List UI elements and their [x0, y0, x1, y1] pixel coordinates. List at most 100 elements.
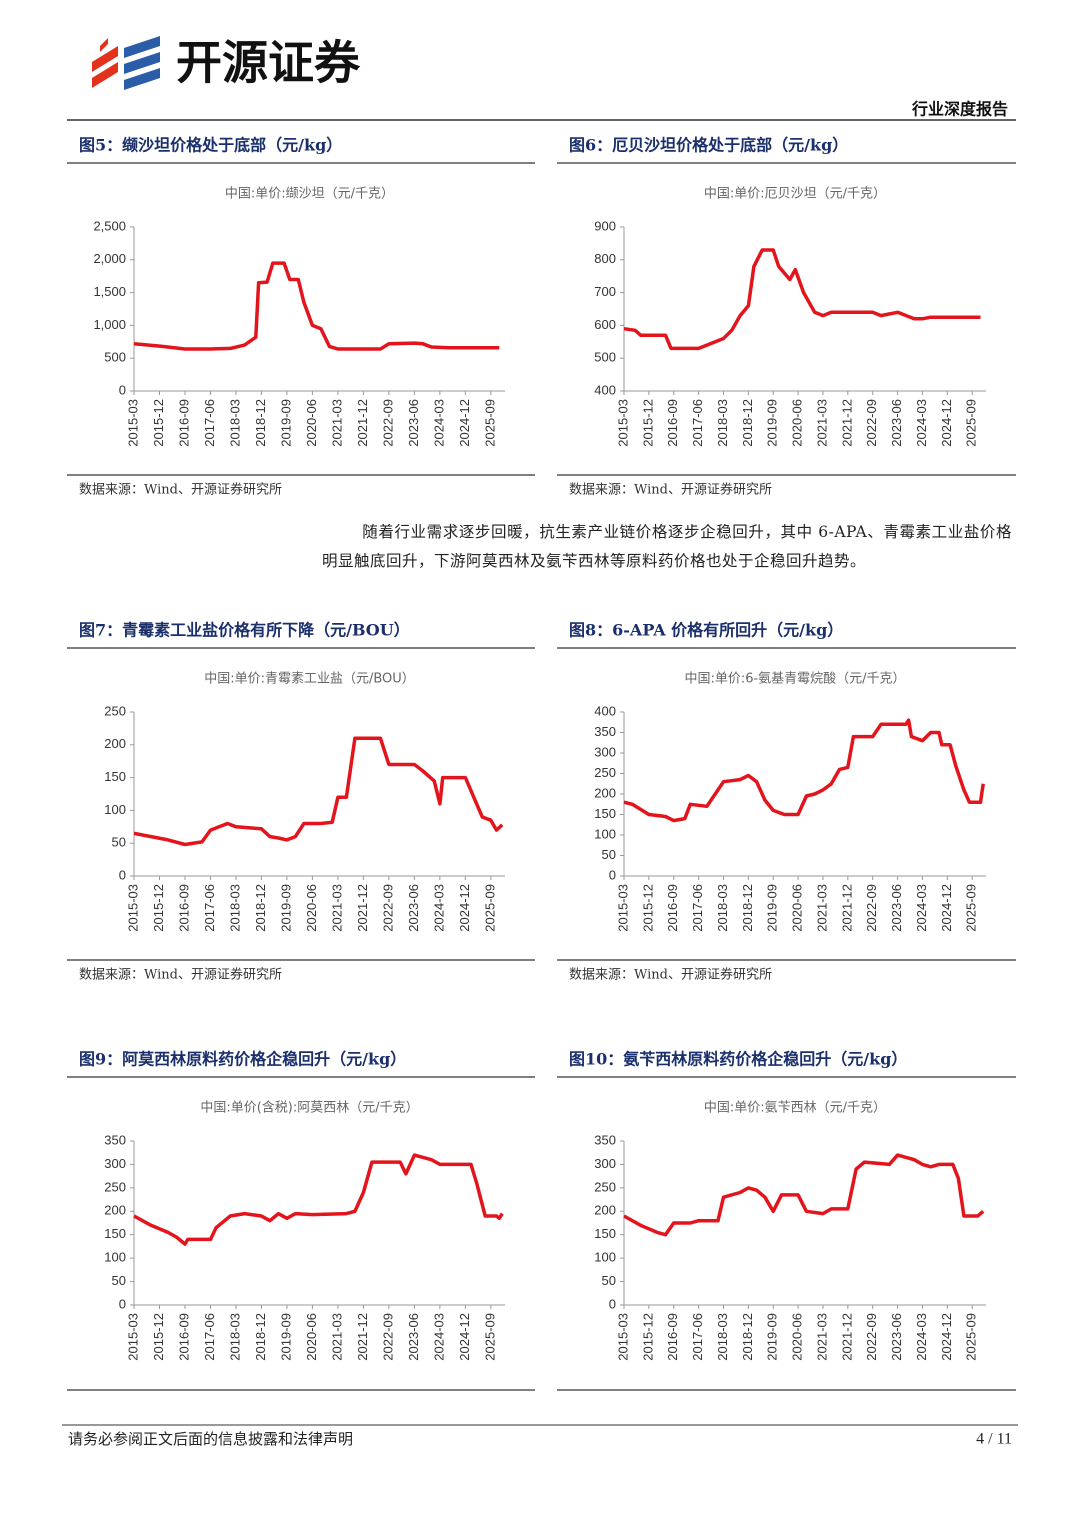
y-tick-label: 1,000 — [93, 317, 126, 332]
x-tick-label: 2020-06 — [304, 399, 319, 447]
y-tick-label: 0 — [119, 1296, 126, 1311]
x-tick-label: 2017-06 — [202, 399, 217, 447]
y-tick-label: 250 — [594, 1179, 616, 1194]
y-tick-label: 200 — [104, 736, 126, 751]
x-tick-label: 2020-06 — [304, 1313, 319, 1361]
chart-title: 中国:单价:6-氨基青霉烷酸（元/千克） — [684, 672, 905, 687]
y-tick-label: 200 — [104, 1203, 126, 1218]
x-tick-label: 2018-03 — [715, 399, 730, 447]
x-tick-label: 2021-12 — [355, 1313, 370, 1361]
x-tick-label: 2018-03 — [227, 884, 242, 932]
x-tick-label: 2018-12 — [740, 884, 755, 932]
y-tick-label: 350 — [594, 1132, 616, 1147]
x-tick-label: 2020-06 — [790, 884, 805, 932]
x-tick-label: 2021-03 — [814, 1313, 829, 1361]
y-tick-label: 150 — [104, 769, 126, 784]
y-tick-label: 100 — [594, 1250, 616, 1265]
price-line — [133, 1153, 504, 1246]
x-tick-label: 2015-12 — [640, 884, 655, 932]
price-line — [623, 1153, 985, 1237]
x-tick-label: 2023-06 — [889, 1313, 904, 1361]
y-tick-label: 900 — [594, 218, 616, 233]
x-tick-label: 2015-03 — [615, 884, 630, 932]
x-tick-label: 2017-06 — [690, 1313, 705, 1361]
x-tick-label: 2015-03 — [125, 1313, 140, 1361]
y-tick-label: 500 — [104, 350, 126, 365]
y-tick-label: 0 — [609, 867, 616, 882]
y-tick-label: 500 — [594, 350, 616, 365]
x-tick-label: 2025-09 — [482, 399, 497, 447]
x-tick-label: 2017-06 — [202, 884, 217, 932]
x-tick-label: 2023-06 — [406, 884, 421, 932]
x-tick-label: 2015-03 — [125, 884, 140, 932]
figure-caption: 图6：厄贝沙坦价格处于底部（元/kg） — [569, 136, 848, 155]
x-tick-label: 2024-03 — [914, 884, 929, 932]
y-tick-label: 200 — [594, 785, 616, 800]
x-tick-label: 2017-06 — [690, 399, 705, 447]
x-tick-label: 2019-09 — [765, 399, 780, 447]
x-tick-label: 2016-09 — [176, 884, 191, 932]
y-tick-label: 600 — [594, 317, 616, 332]
x-tick-label: 2019-09 — [278, 884, 293, 932]
x-tick-label: 2018-12 — [253, 884, 268, 932]
x-tick-label: 2022-09 — [864, 399, 879, 447]
y-tick-label: 150 — [104, 1226, 126, 1241]
y-tick-label: 50 — [112, 835, 126, 850]
price-line — [623, 718, 985, 823]
y-tick-label: 300 — [594, 1156, 616, 1171]
x-tick-label: 2016-09 — [665, 884, 680, 932]
x-tick-label: 2022-09 — [380, 884, 395, 932]
x-tick-label: 2024-12 — [457, 884, 472, 932]
x-tick-label: 2018-12 — [740, 399, 755, 447]
x-tick-label: 2024-03 — [914, 1313, 929, 1361]
y-tick-label: 0 — [119, 867, 126, 882]
disclaimer: 请务必参阅正文后面的信息披露和法律声明 — [68, 1430, 353, 1448]
chart-title: 中国:单价:青霉素工业盐（元/BOU） — [204, 672, 415, 687]
chart-title: 中国:单价:氨苄西林（元/千克） — [704, 1101, 886, 1116]
x-tick-label: 2017-06 — [690, 884, 705, 932]
y-tick-label: 50 — [112, 1273, 126, 1288]
x-tick-label: 2020-06 — [790, 1313, 805, 1361]
x-tick-label: 2015-03 — [615, 1313, 630, 1361]
x-tick-label: 2016-09 — [176, 1313, 191, 1361]
x-tick-label: 2018-12 — [253, 399, 268, 447]
x-tick-label: 2025-09 — [964, 1313, 979, 1361]
chart-title: 中国:单价:缬沙坦（元/千克） — [225, 187, 394, 202]
x-tick-label: 2015-12 — [151, 399, 166, 447]
paragraph: 随着行业需求逐步回暖，抗生素产业链价格逐步企稳回升，其中 6-APA、青霉素工业… — [322, 523, 1012, 570]
source-note: 数据来源：Wind、开源证券研究所 — [569, 482, 772, 498]
y-tick-label: 250 — [104, 703, 126, 718]
x-tick-label: 2025-09 — [482, 884, 497, 932]
y-tick-label: 350 — [104, 1132, 126, 1147]
x-tick-label: 2018-03 — [715, 1313, 730, 1361]
x-tick-label: 2021-03 — [329, 1313, 344, 1361]
x-tick-label: 2024-03 — [431, 399, 446, 447]
y-tick-label: 2,000 — [93, 251, 126, 266]
x-tick-label: 2015-12 — [151, 884, 166, 932]
x-tick-label: 2024-12 — [457, 399, 472, 447]
x-tick-label: 2015-03 — [125, 399, 140, 447]
x-tick-label: 2018-03 — [715, 884, 730, 932]
x-tick-label: 2018-03 — [227, 399, 242, 447]
y-tick-label: 700 — [594, 284, 616, 299]
x-tick-label: 2024-03 — [431, 1313, 446, 1361]
x-tick-label: 2024-12 — [939, 399, 954, 447]
x-tick-label: 2021-03 — [329, 884, 344, 932]
y-tick-label: 300 — [104, 1156, 126, 1171]
figure-caption: 图9：阿莫西林原料药价格企稳回升（元/kg） — [79, 1050, 406, 1069]
y-tick-label: 250 — [104, 1179, 126, 1194]
y-tick-label: 0 — [609, 1296, 616, 1311]
x-tick-label: 2016-09 — [665, 399, 680, 447]
y-tick-label: 1,500 — [93, 284, 126, 299]
x-tick-label: 2023-06 — [889, 884, 904, 932]
x-tick-label: 2017-06 — [202, 1313, 217, 1361]
x-tick-label: 2021-03 — [329, 399, 344, 447]
x-tick-label: 2016-09 — [665, 1313, 680, 1361]
y-tick-label: 2,500 — [93, 218, 126, 233]
logo-mark — [92, 36, 160, 90]
x-tick-label: 2021-12 — [839, 399, 854, 447]
price-line — [133, 261, 500, 351]
x-tick-label: 2023-06 — [889, 399, 904, 447]
x-tick-label: 2018-12 — [740, 1313, 755, 1361]
